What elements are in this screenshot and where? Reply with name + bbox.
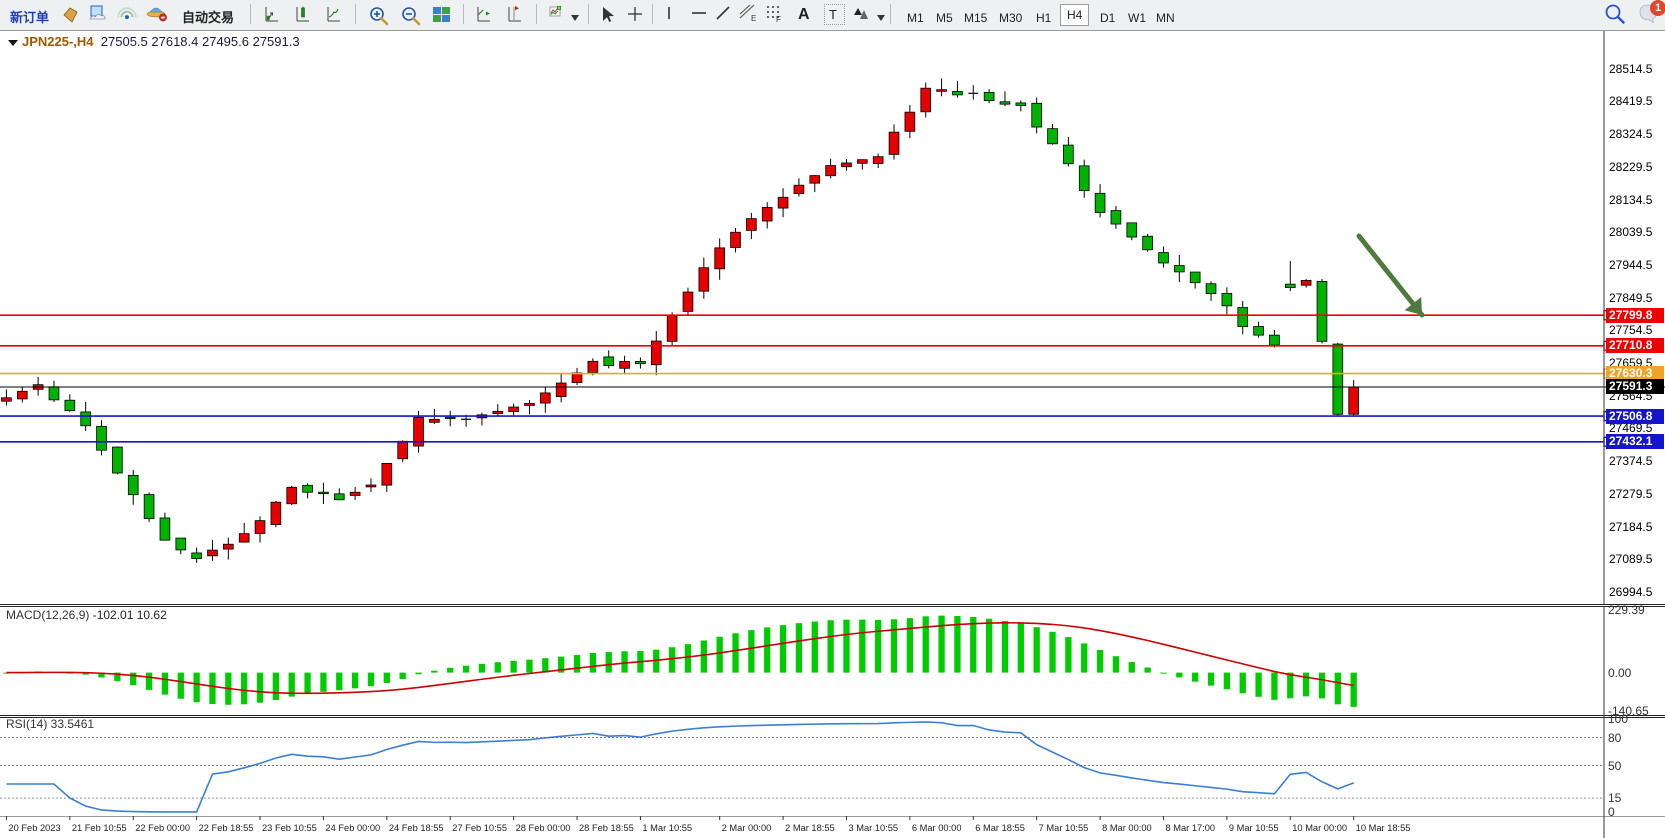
svg-text:3 Mar 10:55: 3 Mar 10:55 [848, 823, 898, 833]
svg-text:7 Mar 10:55: 7 Mar 10:55 [1039, 823, 1089, 833]
svg-text:8 Mar 00:00: 8 Mar 00:00 [1102, 823, 1152, 833]
svg-text:21 Feb 10:55: 21 Feb 10:55 [72, 823, 127, 833]
svg-text:28 Feb 18:55: 28 Feb 18:55 [579, 823, 634, 833]
svg-text:20 Feb 2023: 20 Feb 2023 [8, 823, 60, 833]
svg-text:24 Feb 00:00: 24 Feb 00:00 [325, 823, 380, 833]
svg-text:22 Feb 18:55: 22 Feb 18:55 [199, 823, 254, 833]
svg-text:28 Feb 00:00: 28 Feb 00:00 [516, 823, 571, 833]
svg-text:T: T [829, 7, 837, 22]
svg-text:6 Mar 18:55: 6 Mar 18:55 [975, 823, 1025, 833]
svg-text:10 Mar 18:55: 10 Mar 18:55 [1356, 823, 1411, 833]
svg-text:2 Mar 18:55: 2 Mar 18:55 [785, 823, 835, 833]
svg-text:10 Mar 00:00: 10 Mar 00:00 [1292, 823, 1347, 833]
svg-text:27 Feb 10:55: 27 Feb 10:55 [452, 823, 507, 833]
svg-text:23 Feb 10:55: 23 Feb 10:55 [262, 823, 317, 833]
svg-text:2 Mar 00:00: 2 Mar 00:00 [722, 823, 772, 833]
svg-text:1 Mar 10:55: 1 Mar 10:55 [642, 823, 692, 833]
svg-text:24 Feb 18:55: 24 Feb 18:55 [389, 823, 444, 833]
svg-text:6 Mar 00:00: 6 Mar 00:00 [912, 823, 962, 833]
svg-text:8 Mar 17:00: 8 Mar 17:00 [1165, 823, 1215, 833]
svg-text:E: E [751, 14, 756, 23]
svg-text:9 Mar 10:55: 9 Mar 10:55 [1229, 823, 1279, 833]
svg-text:F: F [776, 15, 781, 22]
svg-text:22 Feb 00:00: 22 Feb 00:00 [135, 823, 190, 833]
